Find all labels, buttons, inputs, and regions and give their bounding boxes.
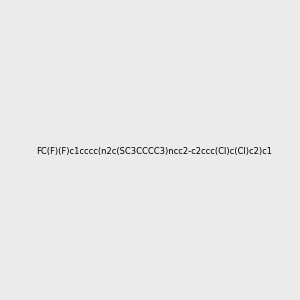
- Text: FC(F)(F)c1cccc(n2c(SC3CCCC3)ncc2-c2ccc(Cl)c(Cl)c2)c1: FC(F)(F)c1cccc(n2c(SC3CCCC3)ncc2-c2ccc(C…: [36, 147, 272, 156]
